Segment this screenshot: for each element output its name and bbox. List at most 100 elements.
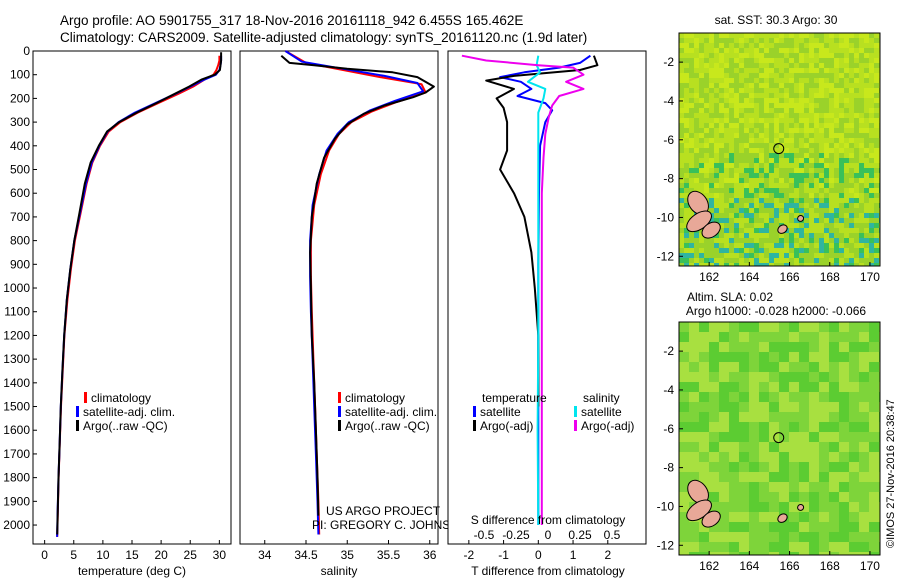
heatmap-cell — [819, 128, 824, 133]
heatmap-cell — [869, 218, 874, 223]
heatmap-cell — [779, 148, 784, 153]
heatmap-cell — [709, 332, 719, 342]
heatmap-cell — [819, 53, 824, 58]
heatmap-cell — [699, 432, 709, 442]
heatmap-cell — [789, 382, 799, 392]
heatmap-cell — [774, 98, 779, 103]
heatmap-cell — [719, 53, 724, 58]
heatmap-cell — [864, 193, 869, 198]
heatmap-cell — [729, 462, 739, 472]
heatmap-cell — [789, 422, 799, 432]
heatmap-cell — [774, 258, 779, 263]
heatmap-cell — [864, 88, 869, 93]
heatmap-cell — [709, 462, 719, 472]
heatmap-cell — [714, 218, 719, 223]
heatmap-cell — [839, 228, 844, 233]
heatmap-cell — [739, 462, 749, 472]
heatmap-cell — [874, 83, 879, 88]
heatmap-cell — [694, 163, 699, 168]
heatmap-cell — [809, 342, 819, 352]
heatmap-cell — [854, 98, 859, 103]
heatmap-cell — [764, 58, 769, 63]
heatmap-cell — [694, 83, 699, 88]
heatmap-cell — [809, 372, 819, 382]
heatmap-cell — [724, 253, 729, 258]
heatmap-cell — [759, 492, 769, 502]
heatmap-cell — [704, 143, 709, 148]
heatmap-cell — [799, 432, 809, 442]
y-tick-label: 1600 — [3, 423, 30, 437]
heatmap-cell — [829, 492, 839, 502]
heatmap-cell — [749, 183, 754, 188]
heatmap-cell — [719, 452, 729, 462]
heatmap-cell — [749, 153, 754, 158]
heatmap-cell — [819, 148, 824, 153]
heatmap-cell — [709, 208, 714, 213]
heatmap-cell — [804, 43, 809, 48]
heatmap-cell — [794, 58, 799, 63]
heatmap-cell — [779, 93, 784, 98]
heatmap-cell — [799, 482, 809, 492]
heatmap-cell — [709, 188, 714, 193]
heatmap-cell — [839, 213, 844, 218]
heatmap-cell — [764, 193, 769, 198]
heatmap-cell — [784, 118, 789, 123]
legend-label-satellite: satellite-adj. clim. — [345, 405, 437, 419]
heatmap-cell — [804, 113, 809, 118]
heatmap-cell — [844, 228, 849, 233]
heatmap-cell — [844, 78, 849, 83]
heatmap-cell — [779, 38, 784, 43]
heatmap-cell — [714, 233, 719, 238]
heatmap-cell — [869, 432, 879, 442]
heatmap-cell — [729, 173, 734, 178]
heatmap-cell — [729, 362, 739, 372]
heatmap-cell — [804, 218, 809, 223]
heatmap-cell — [769, 223, 774, 228]
heatmap-cell — [849, 412, 859, 422]
heatmap-cell — [694, 168, 699, 173]
heatmap-cell — [869, 223, 874, 228]
heatmap-cell — [834, 48, 839, 53]
salinity-tick-labels: 34 34.5 35 35.5 36 — [258, 540, 437, 562]
heatmap-cell — [734, 253, 739, 258]
heatmap-cell — [874, 128, 879, 133]
heatmap-cell — [689, 392, 699, 402]
heatmap-cell — [754, 73, 759, 78]
heatmap-cell — [724, 203, 729, 208]
heatmap-cell — [749, 452, 759, 462]
heatmap-cell — [769, 53, 774, 58]
heatmap-cell — [734, 258, 739, 263]
heatmap-cell — [764, 138, 769, 143]
heatmap-cell — [844, 213, 849, 218]
heatmap-cell — [709, 78, 714, 83]
heatmap-cell — [809, 412, 819, 422]
heatmap-cell — [864, 73, 869, 78]
heatmap-cell — [809, 248, 814, 253]
heatmap-cell — [719, 118, 724, 123]
heatmap-cell — [744, 218, 749, 223]
heatmap-cell — [744, 88, 749, 93]
heatmap-cell — [804, 163, 809, 168]
heatmap-cell — [794, 253, 799, 258]
heatmap-cell — [789, 442, 799, 452]
heatmap-cell — [739, 352, 749, 362]
heatmap-cell — [769, 58, 774, 63]
temperature-legend: climatology satellite-adj. clim. Argo(..… — [76, 391, 175, 433]
heatmap-cell — [859, 118, 864, 123]
heatmap-cell — [729, 128, 734, 133]
heatmap-cell — [774, 143, 779, 148]
heatmap-cell — [859, 218, 864, 223]
heatmap-cell — [869, 173, 874, 178]
heatmap-cell — [844, 133, 849, 138]
heatmap-cell — [729, 38, 734, 43]
heatmap-cell — [714, 148, 719, 153]
heatmap-cell — [774, 153, 779, 158]
heatmap-cell — [874, 223, 879, 228]
heatmap-cell — [869, 98, 874, 103]
heatmap-cell — [819, 223, 824, 228]
heatmap-cell — [759, 53, 764, 58]
heatmap-cell — [679, 392, 689, 402]
heatmap-cell — [864, 103, 869, 108]
heatmap-cell — [729, 148, 734, 153]
heatmap-cell — [684, 178, 689, 183]
